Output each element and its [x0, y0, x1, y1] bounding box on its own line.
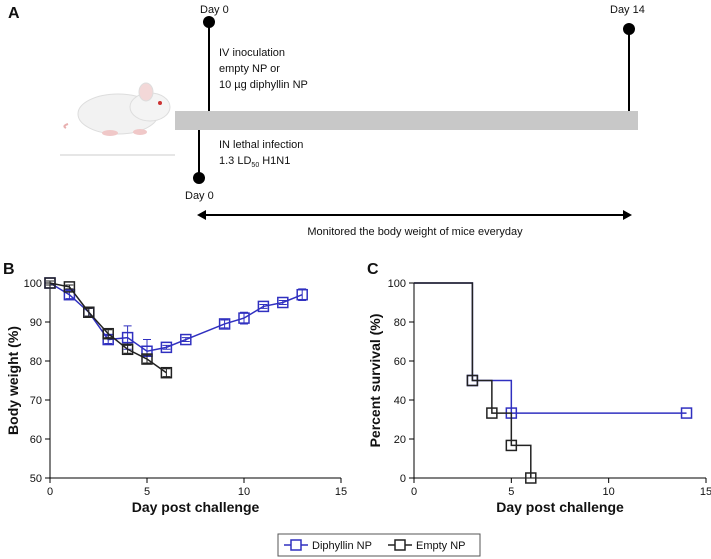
y-tick-label: 70	[30, 395, 42, 407]
panel-label: B	[3, 261, 15, 278]
marker	[277, 296, 289, 309]
mouse-illustration	[60, 82, 175, 156]
x-tick-label: 15	[700, 486, 711, 498]
y-axis-label: Body weight (%)	[5, 326, 21, 435]
day-label: Day 14	[610, 4, 645, 16]
error-bar	[65, 284, 74, 290]
marker	[680, 407, 693, 419]
x-axis-label: Day post challenge	[496, 499, 624, 515]
error-bar	[162, 368, 171, 378]
y-tick-label: 60	[394, 356, 406, 368]
x-tick-label: 5	[508, 486, 514, 498]
dose-subscript: 50	[251, 162, 259, 169]
legend-marker	[394, 539, 406, 551]
marker	[121, 343, 134, 356]
y-axis-label: Percent survival (%)	[367, 314, 383, 448]
y-tick-label: 60	[30, 434, 42, 446]
error-bar	[220, 319, 229, 329]
x-axis-label: Day post challenge	[132, 499, 260, 515]
day-label: Day 0	[185, 190, 214, 202]
marker	[180, 333, 192, 346]
error-bar	[278, 300, 287, 305]
error-bar	[240, 311, 248, 325]
y-tick-label: 100	[388, 278, 406, 290]
marker	[296, 288, 308, 301]
marker	[160, 341, 173, 354]
y-tick-label: 100	[24, 278, 42, 290]
marker	[218, 318, 231, 330]
annotation: empty NP or	[219, 63, 280, 75]
marker	[486, 407, 498, 419]
annotation: Monitored the body weight of mice everyd…	[307, 226, 523, 238]
timeline-bar	[175, 111, 638, 130]
panel-label: A	[8, 5, 20, 22]
x-tick-label: 0	[411, 486, 417, 498]
error-bar	[259, 303, 268, 309]
y-tick-label: 0	[400, 473, 406, 485]
y-tick-label: 80	[394, 317, 406, 329]
legend-label: Empty NP	[416, 540, 466, 552]
error-bar	[143, 354, 151, 364]
x-tick-label: 10	[238, 486, 250, 498]
y-tick-label: 20	[394, 434, 406, 446]
error-bar	[162, 344, 171, 350]
dose-text: H1N1	[262, 155, 290, 167]
marker	[121, 331, 134, 344]
annotation: 1.3 LD50 H1N1	[219, 155, 290, 169]
marker	[160, 366, 173, 379]
marker	[466, 374, 479, 387]
marker	[63, 281, 76, 293]
survival-step	[414, 282, 532, 478]
annotation: 10 µg diphyllin NP	[219, 79, 308, 91]
marker	[238, 312, 250, 324]
x-tick-label: 15	[335, 486, 347, 498]
y-tick-label: 90	[30, 317, 42, 329]
y-tick-label: 50	[30, 473, 42, 485]
marker	[44, 277, 56, 289]
y-tick-label: 40	[394, 395, 406, 407]
x-tick-label: 5	[144, 486, 150, 498]
marker	[257, 300, 270, 313]
x-tick-label: 0	[47, 486, 53, 498]
marker	[83, 306, 95, 318]
marker	[141, 353, 153, 365]
error-bar	[46, 280, 54, 286]
marker	[63, 288, 76, 301]
error-bar	[123, 344, 132, 354]
legend-label: Diphyllin NP	[312, 540, 372, 552]
annotation: IV inoculation	[219, 47, 285, 59]
legend-marker	[290, 539, 302, 551]
survival-step	[414, 282, 687, 414]
marker	[525, 472, 537, 484]
dose-text: 1.3 LD	[219, 155, 251, 167]
marker	[505, 439, 518, 452]
event-dot	[623, 23, 635, 35]
error-bar	[298, 288, 307, 302]
event-dot	[203, 16, 215, 28]
panel-label: C	[367, 261, 379, 278]
x-tick-label: 10	[603, 486, 615, 498]
legend: Diphyllin NP Empty NP	[277, 533, 481, 557]
day-label: Day 0	[200, 4, 229, 16]
error-bar	[181, 337, 190, 342]
y-tick-label: 80	[30, 356, 42, 368]
event-dot	[193, 172, 205, 184]
marker	[102, 327, 114, 340]
error-bar	[104, 329, 113, 339]
error-bar	[84, 307, 93, 317]
annotation: IN lethal infection	[219, 139, 303, 151]
legend-box	[277, 533, 481, 557]
series-line	[49, 282, 167, 374]
